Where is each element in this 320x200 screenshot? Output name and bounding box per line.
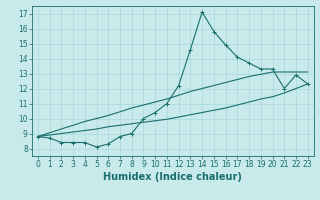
X-axis label: Humidex (Indice chaleur): Humidex (Indice chaleur) xyxy=(103,172,242,182)
